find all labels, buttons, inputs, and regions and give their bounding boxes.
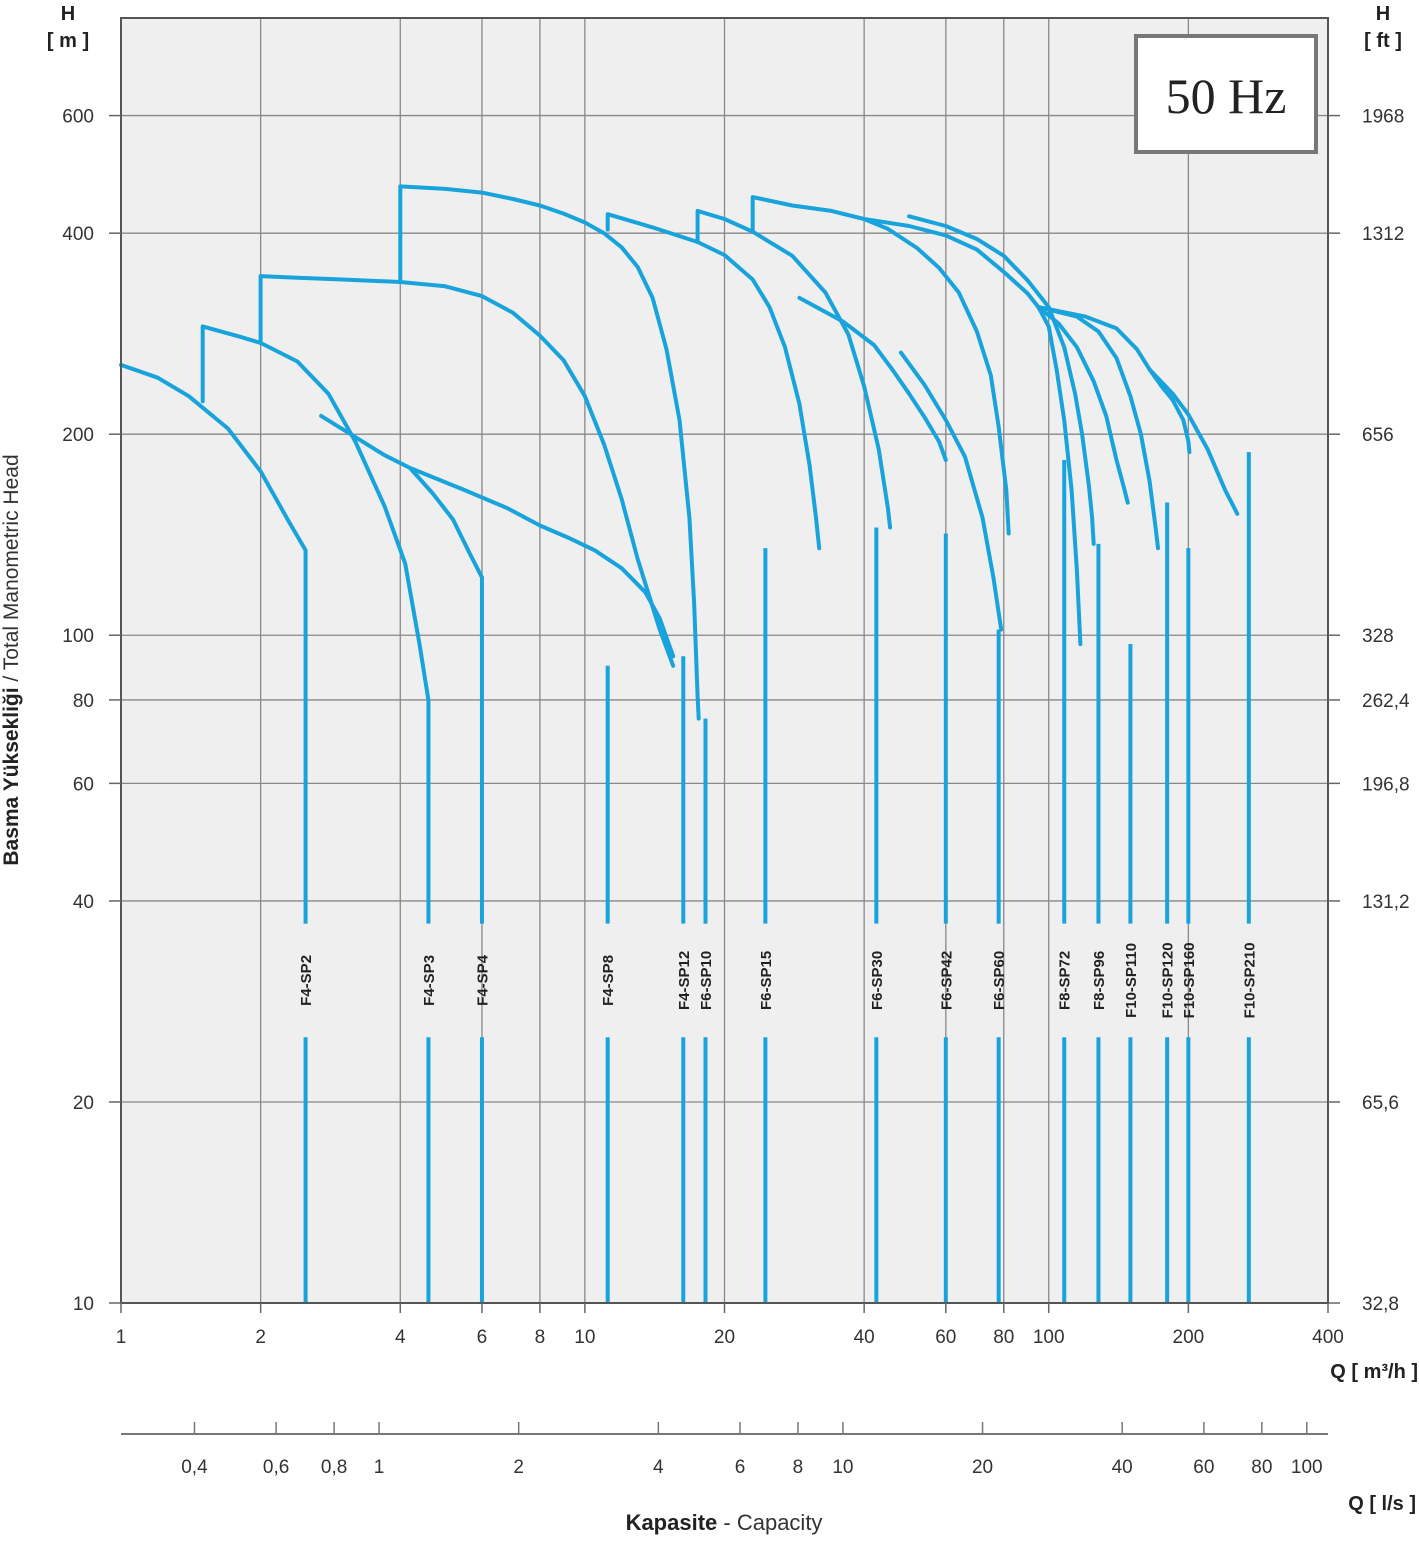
x-axis-title: Kapasite - Capacity xyxy=(626,1510,823,1535)
model-label: F6-SP30 xyxy=(869,951,886,1010)
x-ls-axis-label: Q [ l/s ] xyxy=(1348,1493,1416,1515)
y-left-tick-label: 400 xyxy=(62,224,94,245)
x-ls-tick-label: 10 xyxy=(832,1457,853,1478)
model-label: F4-SP8 xyxy=(600,955,617,1006)
y-left-tick-label: 60 xyxy=(73,774,94,795)
y-left-unit: [ m ] xyxy=(47,30,89,52)
pump-curve xyxy=(200,324,431,702)
x-axis-title-rest: - Capacity xyxy=(717,1510,822,1535)
pump-curve xyxy=(258,274,676,668)
x-m3h-tick-label: 20 xyxy=(714,1327,735,1348)
x-ls-tick-label: 6 xyxy=(735,1457,746,1478)
pump-curve xyxy=(1036,305,1160,551)
axes: 10 20 40 60 80 100 200 400 600 32,8 65,6 131,2 196,8… xyxy=(62,107,1410,1478)
x-axis-title-bold: Kapasite xyxy=(626,1510,718,1535)
y-left-tick-label: 600 xyxy=(62,107,94,128)
pump-curve xyxy=(408,466,676,659)
model-label: F10-SP160 xyxy=(1181,942,1198,1018)
x-m3h-tick-label: 400 xyxy=(1312,1327,1344,1348)
frequency-badge-text: 50 Hz xyxy=(1166,68,1287,124)
x-m3h-tick-label: 80 xyxy=(993,1327,1014,1348)
x-ls-tick-label: 2 xyxy=(513,1457,524,1478)
y-right-tick-label: 656 xyxy=(1362,425,1394,446)
y-right-tick-label: 262,4 xyxy=(1362,691,1410,712)
model-label: F4-SP3 xyxy=(421,955,438,1006)
frequency-badge: 50 Hz xyxy=(1134,34,1318,154)
model-label: F8-SP96 xyxy=(1091,951,1108,1010)
model-label: F6-SP42 xyxy=(938,951,955,1010)
x-m3h-tick-label: 10 xyxy=(574,1327,595,1348)
x-m3h-tick-label: 4 xyxy=(395,1327,406,1348)
x-m3h-tick-label: 8 xyxy=(535,1327,546,1348)
model-label: F6-SP60 xyxy=(991,951,1008,1010)
y-left-tick-label: 80 xyxy=(73,691,94,712)
x-ls-tick-label: 20 xyxy=(972,1457,993,1478)
x-m3h-tick-label: 1 xyxy=(116,1327,127,1348)
x-m3h-tick-label: 100 xyxy=(1033,1327,1065,1348)
pump-curve xyxy=(119,362,308,553)
y-right-tick-label: 196,8 xyxy=(1362,774,1410,795)
model-label: F10-SP210 xyxy=(1241,942,1258,1018)
model-label: F6-SP10 xyxy=(698,951,715,1010)
model-label: F4-SP4 xyxy=(475,954,492,1006)
y-axis-title: Basma Yüksekliği / Total Manometric Head xyxy=(0,454,23,865)
x-ls-tick-label: 0,6 xyxy=(263,1457,289,1478)
x-m3h-tick-label: 6 xyxy=(477,1327,488,1348)
y-right-tick-label: 1312 xyxy=(1362,224,1404,245)
pump-curve xyxy=(605,212,822,551)
y-right-unit: [ ft ] xyxy=(1364,30,1402,52)
y-right-letter: H xyxy=(1376,3,1390,25)
y-right-tick-label: 32,8 xyxy=(1362,1294,1399,1315)
pump-curve xyxy=(319,413,484,580)
x-m3h-tick-label: 40 xyxy=(854,1327,875,1348)
y-left-tick-label: 100 xyxy=(62,626,94,647)
x-ls-tick-label: 0,4 xyxy=(181,1457,208,1478)
x-ls-tick-label: 60 xyxy=(1193,1457,1214,1478)
y-axis-title-rest: / Total Manometric Head xyxy=(0,454,23,687)
y-left-tick-label: 200 xyxy=(62,425,94,446)
model-label: F8-SP72 xyxy=(1057,951,1074,1010)
x-m3h-tick-label: 60 xyxy=(935,1327,956,1348)
pump-curve xyxy=(1147,367,1240,516)
frequency-badge-box xyxy=(1134,34,1318,154)
pump-curve xyxy=(907,214,1096,546)
model-label: F6-SP15 xyxy=(758,951,775,1010)
y-left-tick-label: 20 xyxy=(73,1093,94,1114)
pump-curve xyxy=(750,195,1011,536)
x-m3h-axis-label: Q [ m³/h ] xyxy=(1330,1361,1418,1383)
x-m3h-tick-label: 2 xyxy=(255,1327,266,1348)
y-left-letter: H xyxy=(61,3,75,25)
y-left-tick-label: 10 xyxy=(73,1294,94,1315)
x-m3h-tick-label: 200 xyxy=(1173,1327,1205,1348)
y-right-tick-label: 65,6 xyxy=(1362,1093,1399,1114)
model-label: F10-SP110 xyxy=(1123,943,1140,1018)
pump-curve xyxy=(1036,305,1130,505)
x-ls-tick-label: 100 xyxy=(1291,1457,1323,1478)
y-left-tick-label: 40 xyxy=(73,892,94,913)
x-ls-tick-label: 1 xyxy=(374,1457,385,1478)
model-label: F4-SP2 xyxy=(298,955,315,1006)
y-axis-title-bold: Basma Yüksekliği xyxy=(0,687,23,865)
y-right-tick-label: 131,2 xyxy=(1362,892,1410,913)
model-label: F10-SP120 xyxy=(1160,942,1177,1018)
pump-curves xyxy=(119,184,1251,1303)
y-right-tick-label: 328 xyxy=(1362,626,1394,647)
x-ls-tick-label: 0,8 xyxy=(321,1457,347,1478)
x-ls-tick-label: 4 xyxy=(653,1457,664,1478)
x-ls-tick-label: 40 xyxy=(1112,1457,1133,1478)
pump-curve xyxy=(398,184,701,721)
pump-curve xyxy=(797,295,948,462)
x-ls-tick-label: 80 xyxy=(1251,1457,1272,1478)
pump-curve xyxy=(898,350,1004,632)
x-ls-tick-label: 8 xyxy=(793,1457,804,1478)
model-label: F4-SP12 xyxy=(676,951,693,1010)
pump-curve xyxy=(695,208,893,530)
y-right-tick-label: 1968 xyxy=(1362,107,1404,128)
model-labels: F4-SP2 F4-SP3 F4-SP4 F4-SP8 F4-SP12 F6-SP10 F6… xyxy=(298,942,1258,1018)
